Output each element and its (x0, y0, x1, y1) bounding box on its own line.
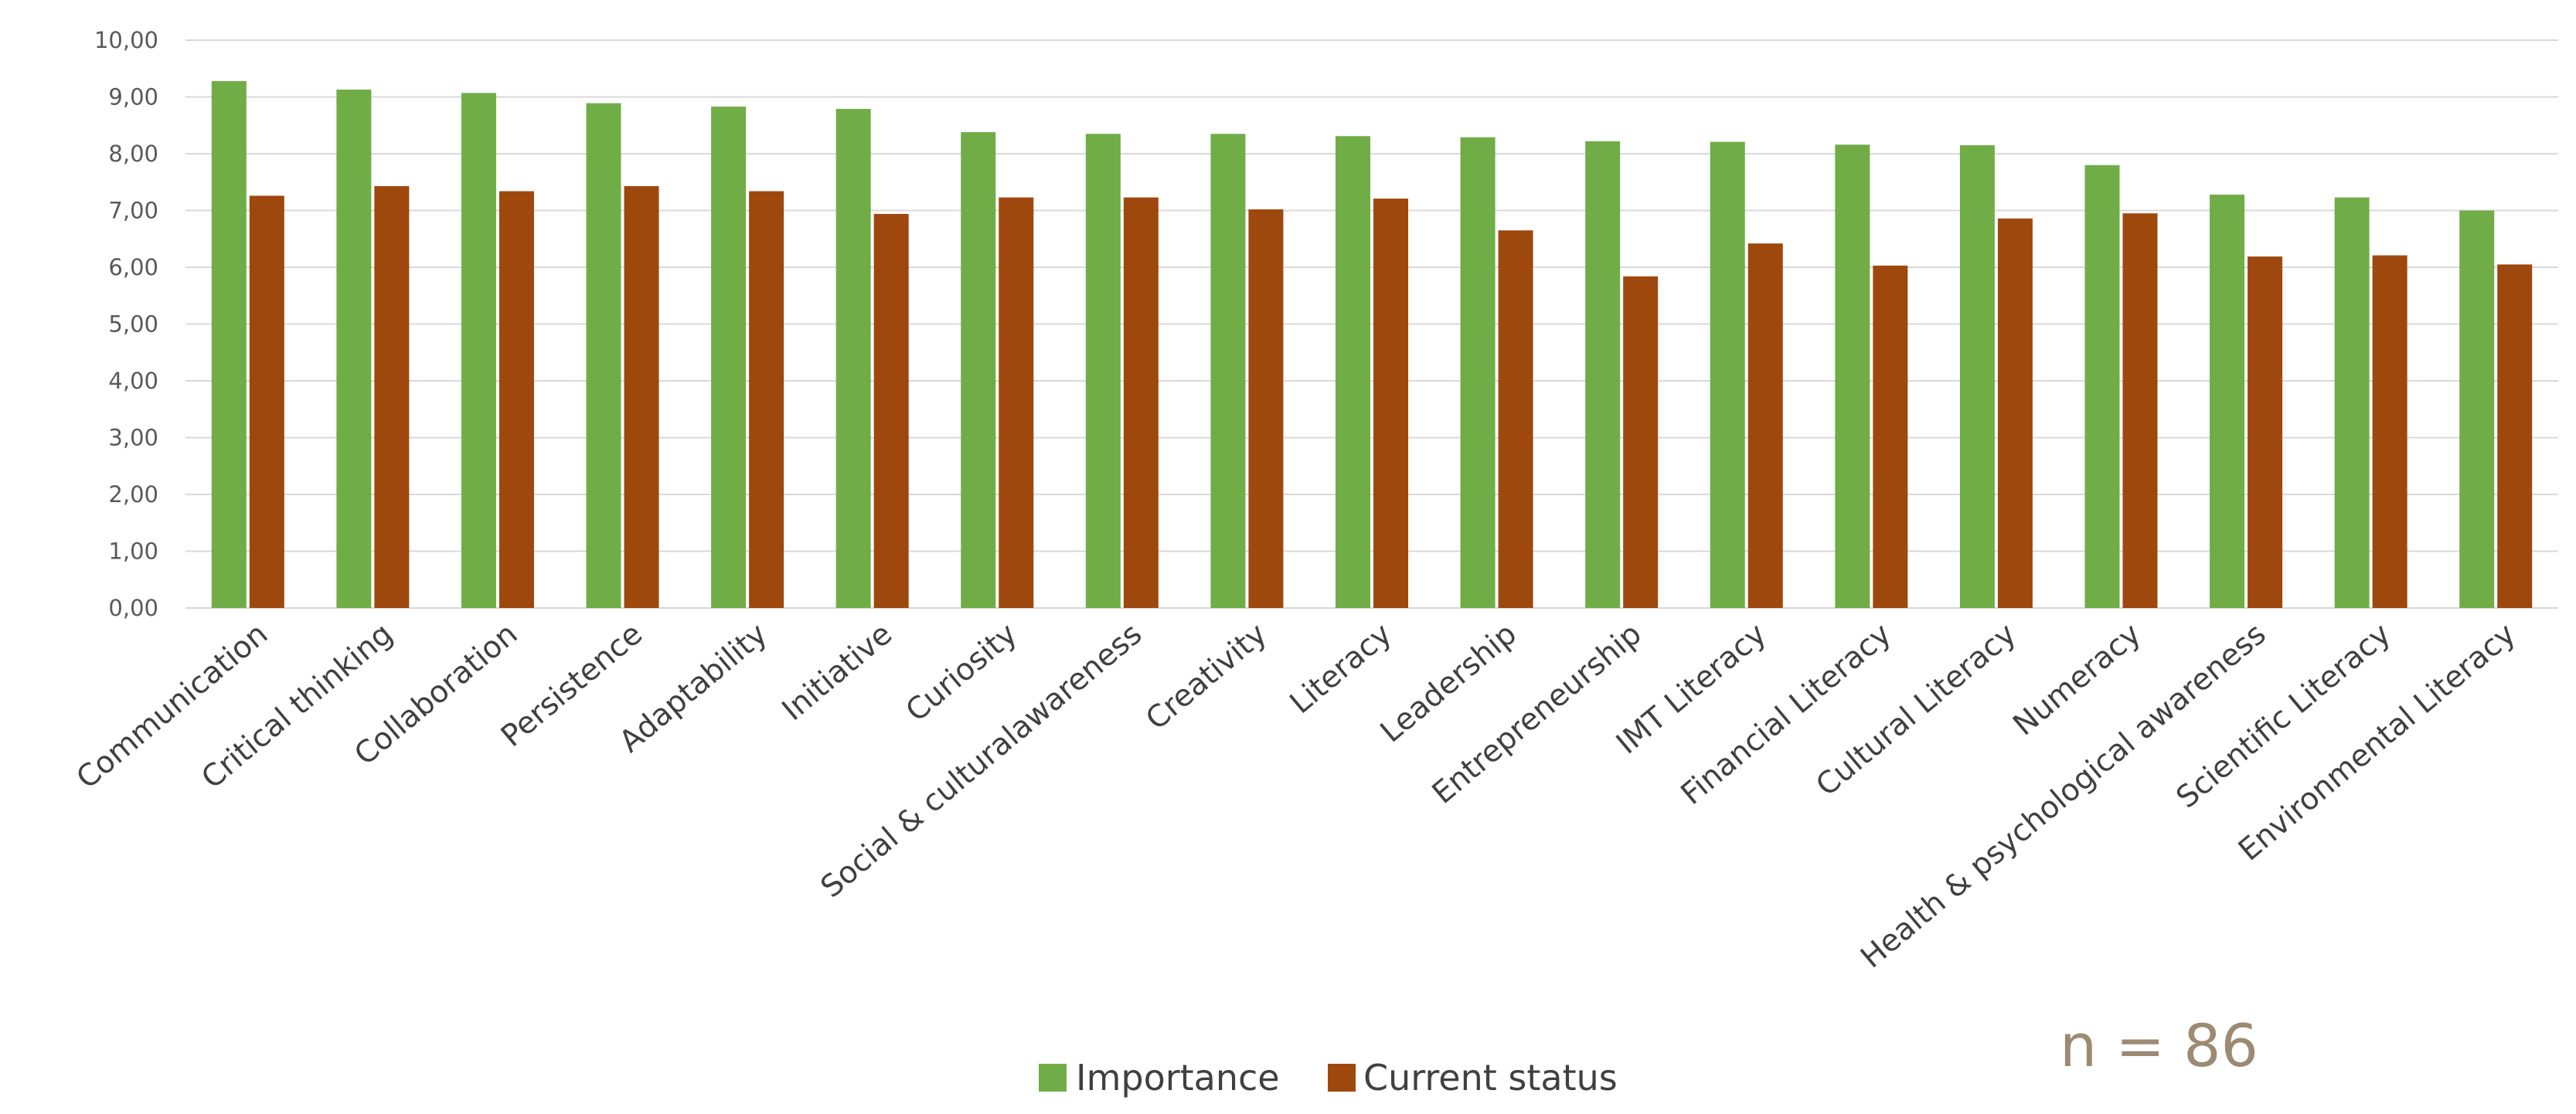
y-tick-label: 0,00 (108, 595, 158, 621)
bar-importance (1710, 141, 1745, 608)
y-tick-label: 1,00 (108, 538, 158, 565)
bar-importance (2334, 197, 2370, 609)
bar-importance (1835, 144, 1870, 609)
sample-size-note: n = 86 (2060, 1011, 2258, 1080)
x-tick-label: Financial Literacy (1675, 616, 1898, 812)
bar-importance (2459, 210, 2495, 608)
y-tick-label: 9,00 (108, 84, 158, 110)
bar-importance (1085, 134, 1121, 608)
bars (211, 80, 2533, 609)
y-tick-label: 2,00 (108, 481, 158, 508)
x-tick-label: Literacy (1284, 616, 1399, 721)
bar-current-status (2248, 256, 2283, 608)
bar-importance (336, 89, 372, 608)
bar-current-status (873, 213, 909, 608)
x-tick-label: Entrepreneurship (1426, 616, 1649, 811)
bar-current-status (1123, 197, 1159, 609)
x-tick-label: Curiosity (900, 616, 1024, 729)
gridlines (185, 39, 2558, 609)
bar-current-status (1623, 276, 1659, 608)
x-tick-label: Initiative (776, 616, 899, 728)
bar-importance (835, 108, 871, 608)
bar-current-status (1747, 243, 1783, 608)
y-tick-label: 8,00 (108, 141, 158, 167)
legend: Importance Current status (1039, 1057, 1618, 1099)
bar-importance (211, 80, 247, 609)
y-tick-label: 4,00 (108, 368, 158, 394)
legend-label-importance: Importance (1076, 1057, 1280, 1099)
bar-current-status (249, 195, 284, 608)
bar-current-status (374, 185, 410, 608)
bar-importance (586, 103, 621, 608)
bar-importance (2084, 165, 2120, 608)
bar-importance (1585, 141, 1621, 608)
bar-current-status (1498, 230, 1533, 608)
legend-swatch-current-status (1328, 1064, 1356, 1092)
y-tick-label: 7,00 (108, 198, 158, 224)
bar-importance (961, 132, 996, 608)
bar-importance (1210, 134, 1246, 608)
bar-importance (1336, 136, 1370, 609)
y-axis-ticks: 0,00 1,00 2,00 3,00 4,00 5,00 6,00 7,00 8,00 9,00… (94, 27, 158, 621)
bar-importance (2210, 194, 2245, 609)
y-tick-label: 3,00 (108, 425, 158, 451)
bar-current-status (624, 185, 659, 608)
bar-importance (711, 106, 747, 608)
bar-current-status (2122, 213, 2158, 608)
bar-current-status (2372, 255, 2408, 608)
bar-current-status (1873, 265, 1908, 608)
legend-swatch-importance (1039, 1064, 1067, 1092)
bar-current-status (2497, 264, 2533, 608)
bar-importance (1460, 137, 1496, 608)
legend-label-current-status: Current status (1363, 1057, 1618, 1099)
bar-current-status (999, 197, 1034, 609)
x-tick-label: Creativity (1139, 616, 1273, 737)
y-tick-label: 5,00 (108, 311, 158, 338)
bar-current-status (1997, 218, 2033, 608)
bar-importance (1959, 144, 1995, 609)
bar-importance (461, 93, 496, 609)
y-tick-label: 6,00 (108, 254, 158, 280)
x-tick-label: Scientific Literacy (2170, 616, 2397, 815)
bar-current-status (499, 191, 534, 608)
bar-current-status (749, 191, 784, 608)
bar-current-status (1373, 199, 1408, 608)
y-tick-label: 10,00 (94, 27, 158, 53)
bar-current-status (1248, 209, 1284, 608)
